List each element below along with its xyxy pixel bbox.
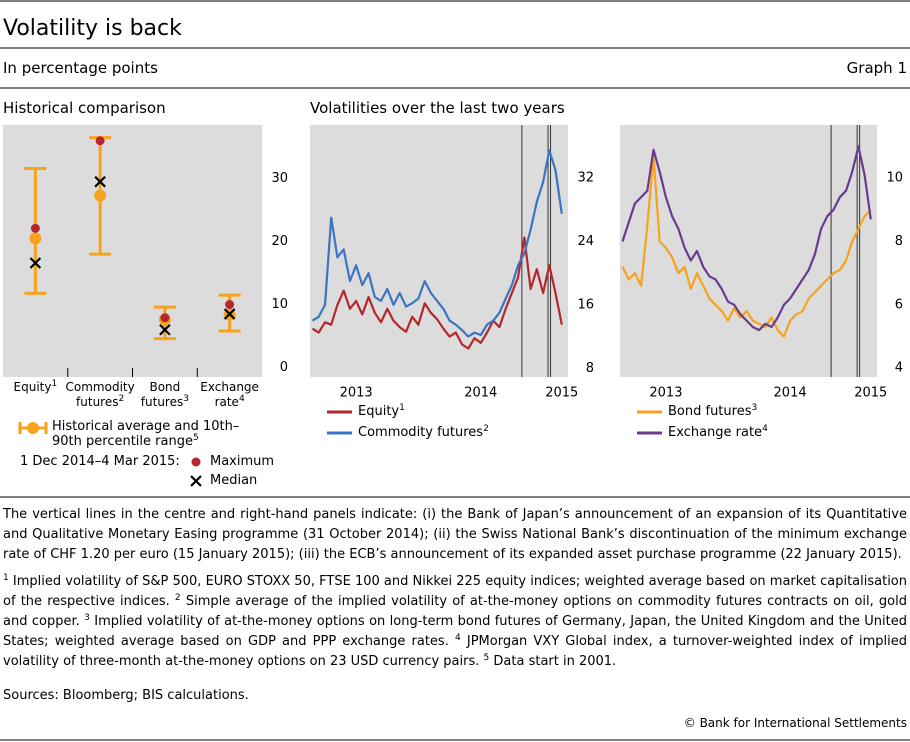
sources: Sources: Bloomberg; BIS calculations. [3, 688, 249, 703]
legend-label: Exchange rate4 [668, 423, 768, 442]
footnote: 3 Implied volatility of at-the-money opt… [3, 613, 907, 650]
maximum-dot [160, 313, 170, 323]
footnote-marker: 5 [483, 653, 490, 663]
footnote-marker: 2 [174, 593, 181, 603]
x-tick-label-text: Exchange rate [200, 380, 259, 409]
x-tick-label: 2014 [774, 386, 807, 401]
x-tick-label: Exchange rate4 [194, 380, 266, 410]
legend-label: Bond futures3 [668, 402, 757, 421]
legend-label-text: Equity [358, 404, 400, 419]
footnote-marker: 5 [192, 433, 199, 443]
legend-label: Maximum [210, 454, 275, 469]
average-dot [29, 232, 42, 245]
x-tick-label: Equity1 [0, 380, 71, 395]
legend-swatch [191, 457, 201, 467]
y-tick-label: 8 [895, 234, 903, 249]
x-tick-label: 2015 [854, 386, 887, 401]
footnote-marker: 1 [399, 403, 405, 413]
copyright: © Bank for International Settlements [683, 716, 907, 730]
series-line [311, 149, 563, 338]
x-tick-label: 2013 [340, 386, 373, 401]
x-tick-label-text: Commodity futures [65, 380, 135, 409]
footnotes: 1 Implied volatility of S&P 500, EURO ST… [3, 572, 907, 672]
legend-label-text: Historical average and 10th–90th percent… [52, 419, 240, 449]
x-tick-label: Bond futures3 [129, 380, 201, 410]
series-line [621, 154, 872, 338]
title: Volatility is back [3, 16, 182, 41]
legend-swatch [27, 422, 39, 434]
notes: The vertical lines in the centre and rig… [3, 507, 907, 562]
footnote: 4 JPMorgan VXY Global index, a turnover-… [3, 633, 907, 670]
series-line [311, 236, 563, 350]
footnote-marker: 2 [118, 394, 125, 404]
y-tick-label: 20 [271, 234, 288, 249]
panel-title: Volatilities over the last two years [310, 99, 565, 117]
subtitle: In percentage points [3, 59, 158, 77]
x-tick-label-text: Equity [13, 380, 52, 394]
x-tick-label-text: Bond futures [140, 380, 184, 409]
footnote-text: JPMorgan VXY Global index, a turnover-we… [3, 634, 907, 669]
footnote-marker: 4 [762, 424, 768, 434]
x-tick-label: 2015 [545, 386, 578, 401]
plot-area [3, 125, 262, 377]
maximum-dot [30, 223, 40, 233]
median-cross [94, 175, 106, 188]
footnote: 2 Simple average of the implied volatili… [3, 593, 907, 630]
footnote-marker: 3 [84, 613, 90, 623]
series-line [621, 145, 872, 332]
panel-title: Historical comparison [3, 99, 166, 117]
maximum-dot [225, 300, 235, 310]
footnote-marker: 1 [3, 573, 9, 583]
legend-label-text: Commodity futures [358, 425, 484, 440]
y-tick-label: 16 [577, 297, 594, 312]
footnote-marker: 3 [751, 403, 758, 413]
graph-label: Graph 1 [846, 59, 907, 77]
median-cross [159, 323, 171, 336]
footnote-marker: 4 [454, 633, 461, 643]
median-cross [223, 308, 236, 320]
y-tick-label: 10 [886, 171, 903, 186]
footnote-marker: 3 [183, 394, 189, 404]
plot-area [310, 125, 568, 377]
footnote-text: Simple average of the implied volatility… [3, 594, 907, 629]
footnote-marker: 1 [51, 379, 58, 389]
legend-swatch [190, 475, 202, 487]
y-tick-label: 30 [271, 171, 288, 186]
footnote: 1 Implied volatility of S&P 500, EURO ST… [3, 573, 907, 610]
footnote-text: Implied volatility of S&P 500, EURO STOX… [3, 574, 907, 609]
average-dot [94, 189, 107, 202]
y-tick-label: 24 [577, 234, 594, 249]
y-tick-label: 8 [586, 361, 594, 376]
legend-label-text: Exchange rate [668, 425, 763, 440]
median-cross [29, 257, 42, 269]
footnote-text: Implied volatility of at-the-money optio… [3, 614, 907, 649]
maximum-dot [95, 136, 105, 146]
footnote-marker: 2 [483, 424, 489, 434]
plot-area [620, 125, 877, 377]
legend-label: Commodity futures2 [358, 423, 489, 442]
legend-label-text: Bond futures [668, 404, 752, 419]
y-tick-label: 10 [271, 297, 288, 312]
legend-label: Median [210, 473, 258, 488]
y-tick-label: 6 [895, 297, 903, 312]
footnote: 5 Data start in 2001. [483, 653, 617, 670]
x-tick-label: 2013 [649, 386, 682, 401]
y-tick-label: 32 [577, 171, 594, 186]
legend-label: Historical average and 10th–90th percent… [52, 419, 242, 449]
y-tick-label: 4 [895, 361, 903, 376]
footnote-marker: 4 [238, 394, 245, 404]
legend-prefix: 1 Dec 2014–4 Mar 2015: [20, 454, 180, 469]
y-tick-label: 0 [280, 360, 288, 375]
x-tick-label: 2014 [464, 386, 497, 401]
footnote-text: Data start in 2001. [493, 654, 617, 669]
legend-label: Equity1 [358, 402, 405, 421]
x-tick-label: Commodity futures2 [64, 380, 136, 410]
